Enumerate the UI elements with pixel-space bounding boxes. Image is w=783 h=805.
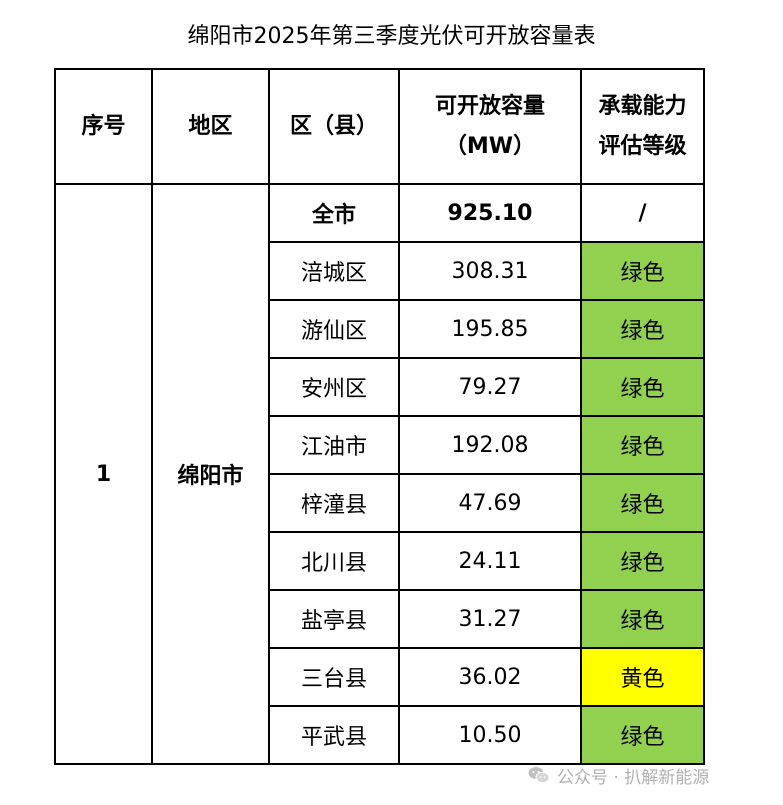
- rating-cell: 绿色: [580, 299, 705, 359]
- district-cell: 安州区: [268, 357, 400, 417]
- district-cell: 北川县: [268, 531, 400, 591]
- page-title: 绵阳市2025年第三季度光伏可开放容量表: [187, 24, 596, 49]
- rating-cell: 绿色: [580, 241, 705, 301]
- header-district: 区（县）: [268, 68, 400, 185]
- total-capacity-cell: 925.10: [398, 183, 582, 243]
- rating-cell: 绿色: [580, 705, 705, 765]
- table-row: 三台县 36.02 黄色: [55, 647, 705, 707]
- district-cell: 梓潼县: [268, 473, 400, 533]
- header-capacity-line1: 可开放容量: [434, 93, 545, 119]
- capacity-cell: 24.11: [398, 531, 582, 591]
- table-row: 盐亭县 31.27 绿色: [55, 589, 705, 649]
- capacity-table: 序号 地区 区（县） 可开放容量 （MW） 承载能力 评估等级 1 绵阳市 全市…: [54, 68, 705, 765]
- rating-cell: 黄色: [580, 647, 705, 707]
- capacity-cell: 195.85: [398, 299, 582, 359]
- capacity-cell: 47.69: [398, 473, 582, 533]
- capacity-cell: 31.27: [398, 589, 582, 649]
- table-row: 涪城区 308.31 绿色: [55, 241, 705, 301]
- table-row: 江油市 192.08 绿色: [55, 415, 705, 475]
- table-row: 梓潼县 47.69 绿色: [55, 473, 705, 533]
- watermark-text: 公众号 · 扒解新能源: [557, 767, 710, 788]
- header-capacity: 可开放容量 （MW）: [398, 68, 582, 185]
- table-row: 平武县 10.50 绿色: [55, 705, 705, 765]
- capacity-cell: 36.02: [398, 647, 582, 707]
- region-cell: 绵阳市: [151, 183, 270, 765]
- header-rating-line1: 承载能力: [598, 93, 687, 119]
- district-cell: 盐亭县: [268, 589, 400, 649]
- capacity-cell: 192.08: [398, 415, 582, 475]
- header-seq: 序号: [54, 68, 153, 185]
- header-rating-line2: 评估等级: [598, 133, 687, 159]
- district-cell: 游仙区: [268, 299, 400, 359]
- watermark: 公众号 · 扒解新能源: [527, 760, 709, 790]
- header-rating: 承载能力 评估等级: [580, 68, 705, 185]
- rating-cell: 绿色: [580, 589, 705, 649]
- capacity-cell: 10.50: [398, 705, 582, 765]
- capacity-cell: 308.31: [398, 241, 582, 301]
- district-cell: 涪城区: [268, 241, 400, 301]
- table-row: 安州区 79.27 绿色: [55, 357, 705, 417]
- total-rating-cell: /: [580, 183, 705, 243]
- table-row: 北川县 24.11 绿色: [55, 531, 705, 591]
- header-region: 地区: [151, 68, 270, 185]
- rating-cell: 绿色: [580, 415, 705, 475]
- wechat-icon: [528, 767, 550, 784]
- rating-cell: 绿色: [580, 531, 705, 591]
- total-row: 1 绵阳市 全市 925.10 /: [54, 183, 705, 765]
- header-row: 序号 地区 区（县） 可开放容量 （MW） 承载能力 评估等级: [54, 68, 705, 185]
- capacity-cell: 79.27: [398, 357, 582, 417]
- district-cell: 江油市: [268, 415, 400, 475]
- total-district-cell: 全市: [268, 183, 400, 243]
- district-cell: 平武县: [268, 705, 400, 765]
- seq-cell: 1: [54, 183, 153, 765]
- table-row: 游仙区 195.85 绿色: [55, 299, 705, 359]
- header-capacity-line2: （MW）: [444, 133, 536, 159]
- rating-cell: 绿色: [580, 473, 705, 533]
- district-cell: 三台县: [268, 647, 400, 707]
- rating-cell: 绿色: [580, 357, 705, 417]
